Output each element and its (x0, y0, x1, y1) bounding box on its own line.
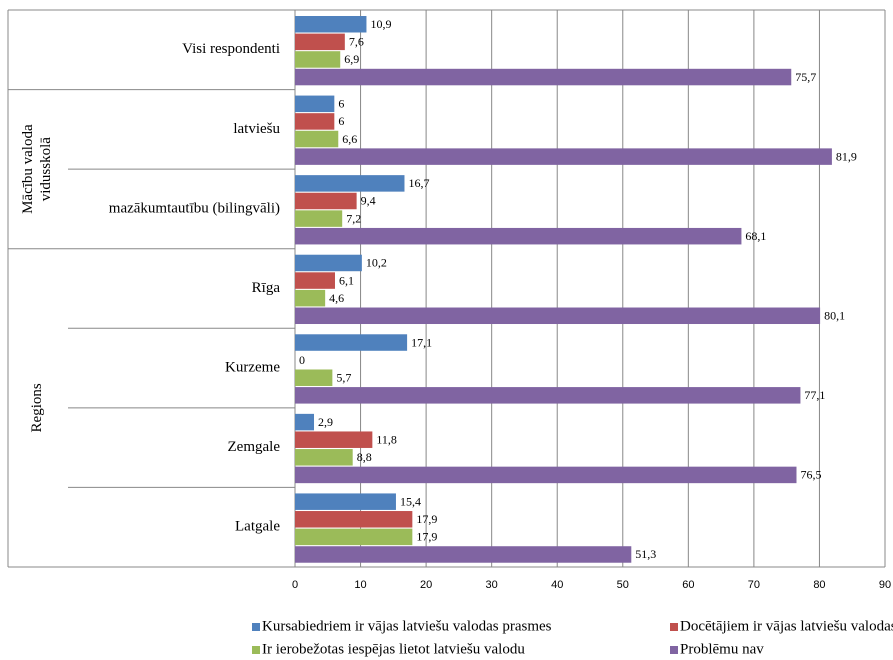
value-label: 7,2 (346, 211, 361, 225)
category-label: latviešu (233, 121, 280, 137)
legend-swatch (670, 623, 678, 631)
legend-label: Ir ierobežotas iespējas lietot latviešu … (262, 641, 525, 657)
category-label: Latgale (235, 519, 280, 535)
bar (295, 33, 345, 51)
bar (295, 511, 413, 528)
bar (295, 130, 339, 148)
legend-label: Problēmu nav (680, 641, 764, 657)
value-label: 17,1 (411, 335, 432, 349)
bar (295, 334, 408, 351)
value-label: 2,9 (318, 415, 333, 429)
bar (295, 210, 343, 227)
value-label: 10,2 (366, 256, 387, 270)
group-label-line: vidusskolā (38, 137, 54, 202)
bar (295, 528, 413, 546)
x-tick-label: 90 (879, 579, 891, 591)
value-label: 80,1 (824, 309, 845, 323)
category-label: Zemgale (228, 439, 281, 455)
value-label: 16,7 (408, 176, 429, 190)
category-label: Rīga (252, 280, 281, 296)
x-tick-label: 0 (292, 579, 298, 591)
group-label: Mācību valoda vidusskolā (20, 124, 54, 214)
value-label: 11,8 (376, 432, 397, 446)
legend-swatch (252, 646, 260, 654)
bar (295, 413, 315, 431)
x-tick-label: 20 (420, 579, 432, 591)
category-label: Visi respondenti (182, 41, 280, 57)
bar (295, 16, 367, 33)
value-label: 81,9 (836, 149, 857, 163)
value-label: 77,1 (804, 388, 825, 402)
value-label: 7,6 (349, 35, 364, 49)
value-label: 9,4 (361, 194, 376, 208)
group-label-line: Mācību valoda (20, 124, 36, 214)
bar (295, 175, 405, 192)
legend-label: Docētājiem ir vājas latviešu valodas pra… (680, 618, 893, 634)
category-label: Kurzeme (225, 360, 280, 376)
bar (295, 493, 396, 510)
legend-label: Kursabiedriem ir vājas latviešu valodas … (262, 618, 552, 634)
x-tick-label: 80 (813, 579, 825, 591)
x-tick-label: 60 (682, 579, 694, 591)
x-tick-label: 40 (551, 579, 563, 591)
value-label: 6,9 (344, 52, 359, 66)
value-label: 75,7 (795, 70, 816, 84)
bar (295, 95, 335, 113)
bar (295, 307, 821, 325)
bar (295, 254, 362, 272)
legend-swatch (252, 623, 260, 631)
value-label: 0 (299, 353, 305, 367)
bar (295, 387, 801, 404)
value-label: 51,3 (635, 547, 656, 561)
value-label: 4,6 (329, 291, 344, 305)
bar (295, 546, 632, 563)
value-label: 6,6 (342, 132, 357, 146)
bar (295, 113, 335, 130)
value-label: 15,4 (400, 494, 421, 508)
group-label-line: Regions (29, 383, 45, 432)
bar (295, 227, 742, 245)
value-label: 68,1 (745, 229, 766, 243)
bar (295, 466, 797, 484)
value-label: 6 (338, 97, 344, 111)
bar (295, 369, 333, 386)
value-label: 8,8 (357, 450, 372, 464)
bar (295, 51, 341, 68)
group-label: Regions (29, 383, 45, 432)
legend-swatch (670, 646, 678, 654)
value-label: 17,9 (416, 512, 437, 526)
bar (295, 289, 326, 307)
x-tick-label: 30 (486, 579, 498, 591)
value-label: 6 (338, 114, 344, 128)
value-label: 6,1 (339, 273, 354, 287)
x-tick-label: 70 (748, 579, 760, 591)
value-label: 5,7 (336, 370, 351, 384)
bar (295, 449, 353, 466)
x-tick-label: 10 (354, 579, 366, 591)
x-tick-label: 50 (617, 579, 629, 591)
category-label: mazākumtautību (bilingvāli) (109, 200, 280, 216)
bar (295, 148, 832, 165)
bar (295, 272, 335, 289)
value-label: 17,9 (416, 530, 437, 544)
bar (295, 68, 792, 86)
bar (295, 431, 373, 448)
value-label: 76,5 (801, 468, 822, 482)
bar (295, 192, 357, 210)
value-label: 10,9 (370, 17, 391, 31)
